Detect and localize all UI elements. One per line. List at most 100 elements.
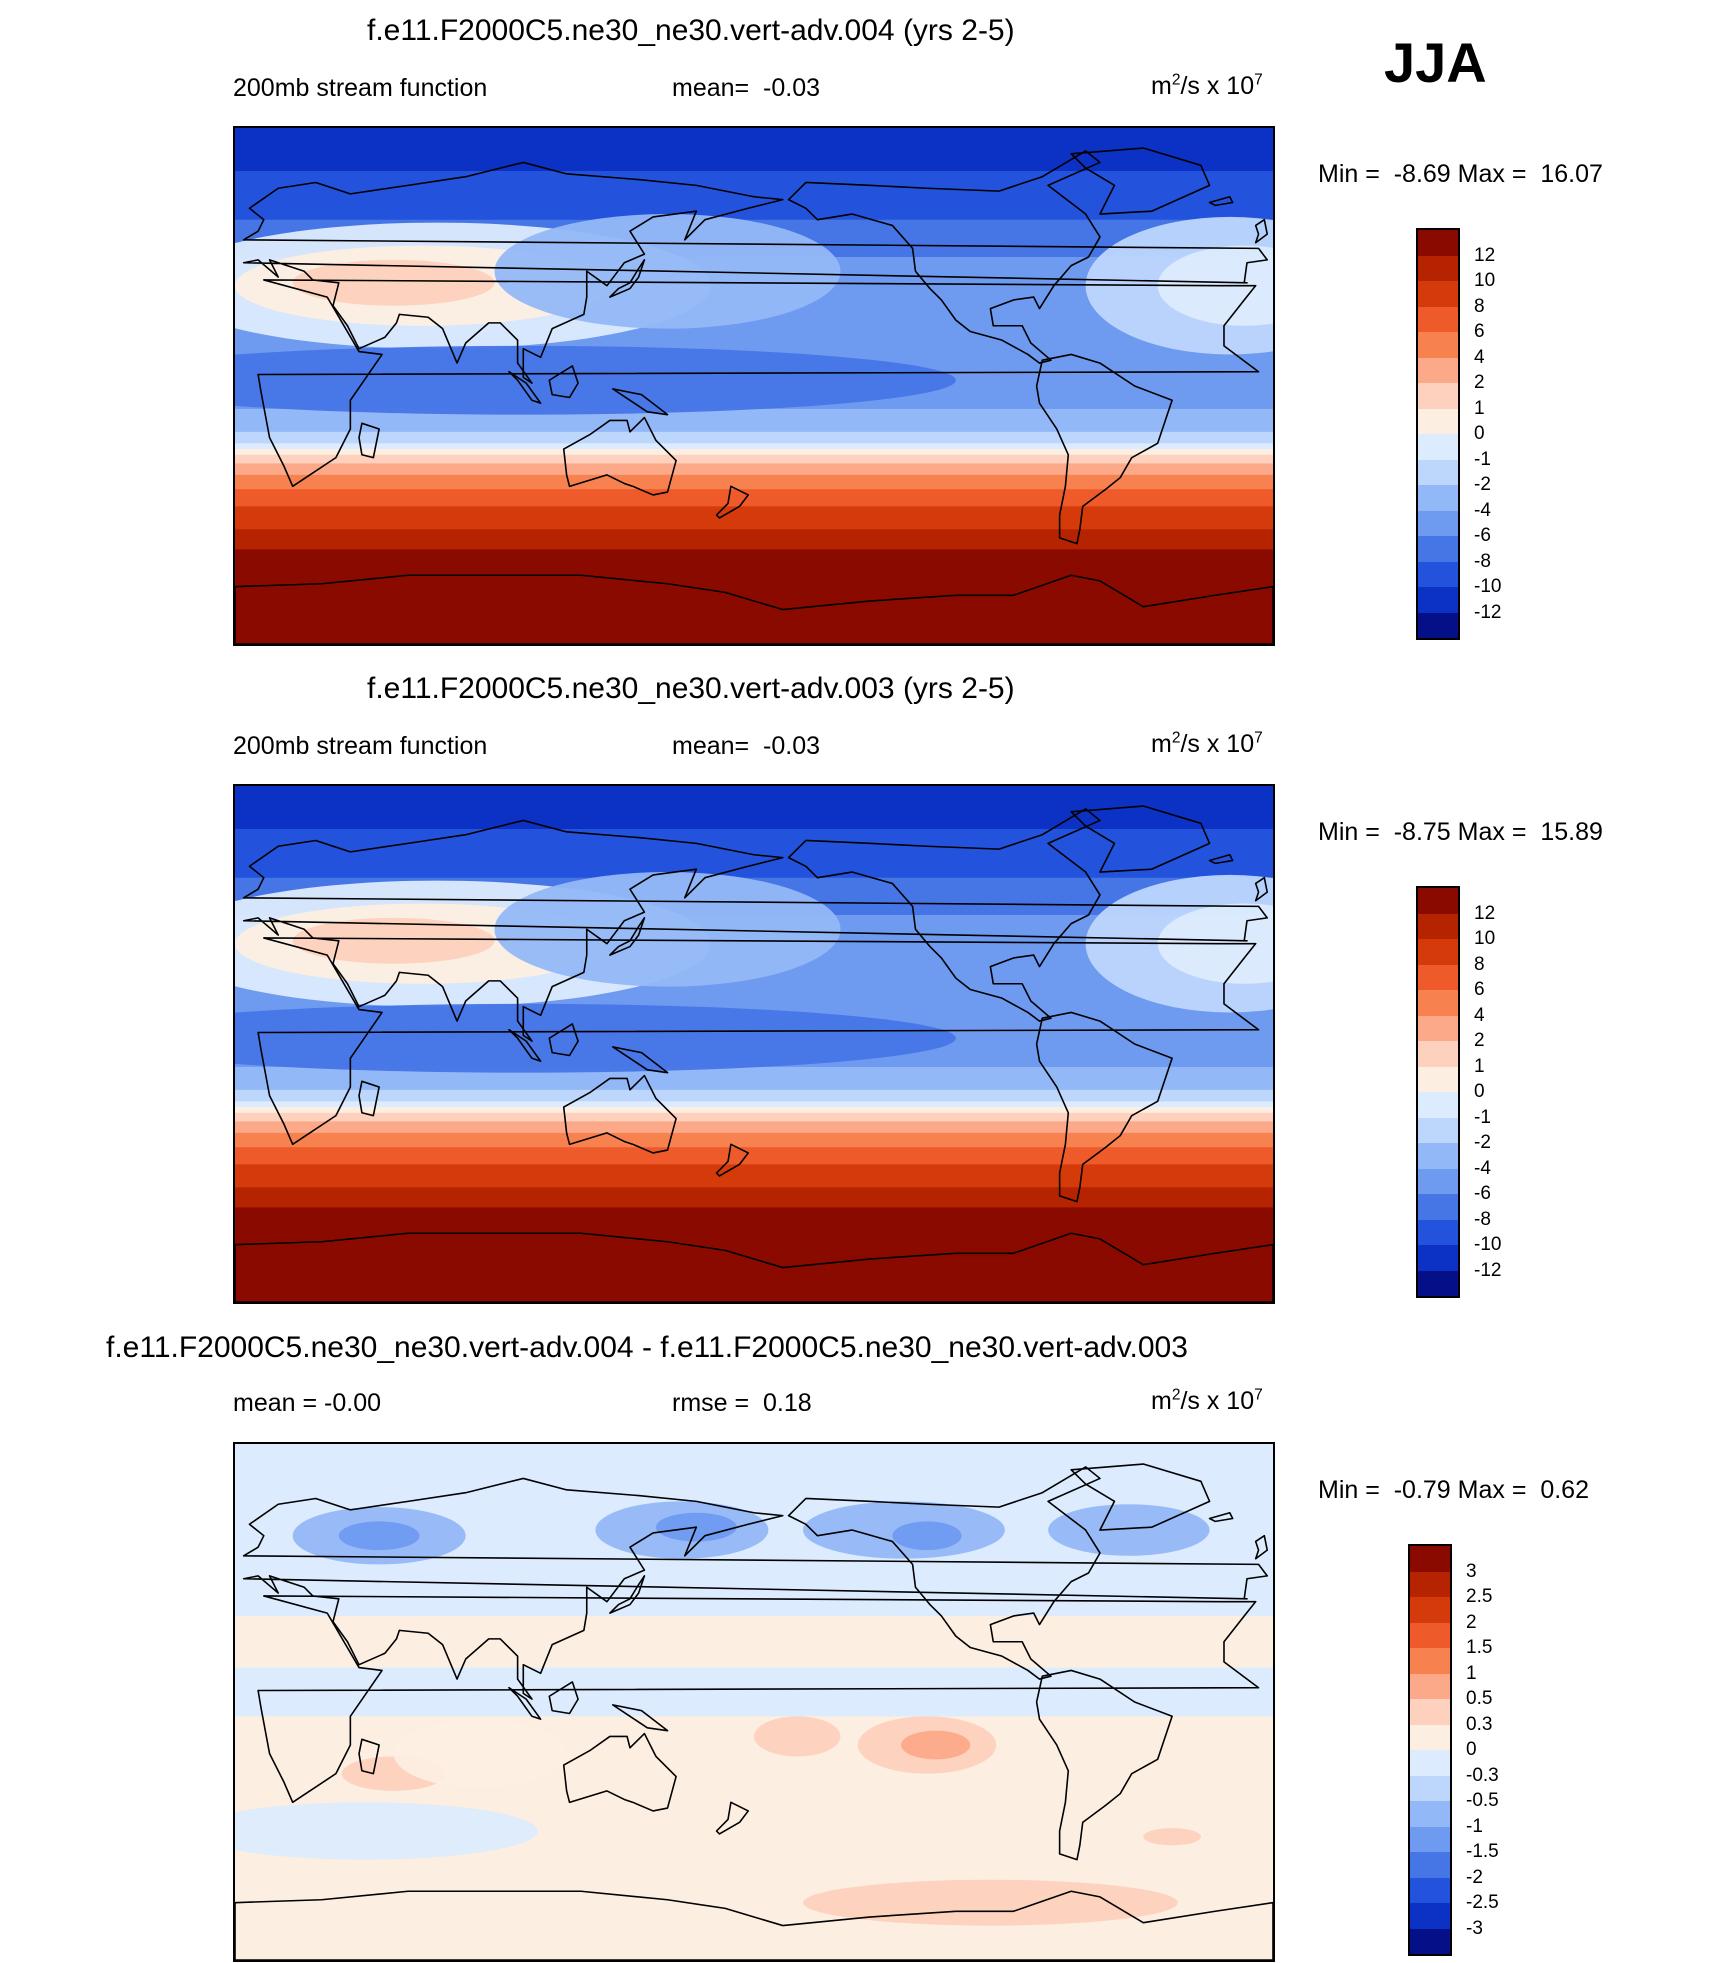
colorbar-tick-label: 10 (1474, 928, 1496, 949)
colorbar-segment (1418, 1066, 1458, 1092)
contour-band (235, 463, 1273, 476)
panel-title: f.e11.F2000C5.ne30_ne30.vert-adv.003 (yr… (367, 672, 1015, 705)
colorbar-tick-label: 2 (1474, 1030, 1485, 1051)
panel-left-label: 200mb stream function (233, 732, 488, 760)
colorbar (1416, 886, 1460, 1298)
colorbar-tick-label: -4 (1474, 499, 1491, 521)
contour-feature (393, 1719, 567, 1788)
coastline (715, 1143, 750, 1177)
coastline (1254, 1534, 1269, 1560)
contour-band (235, 786, 1273, 830)
colorbar-tick-label: -1 (1474, 1106, 1491, 1128)
colorbar-tick-label: 2 (1474, 372, 1485, 393)
contour-band (235, 1716, 1273, 1732)
contour-feature (292, 917, 495, 964)
colorbar-segment (1418, 612, 1458, 638)
colorbar-tick-label: 0.3 (1466, 1713, 1493, 1735)
contour-band (235, 1132, 1273, 1149)
colorbar-tick-label: 1 (1466, 1662, 1477, 1684)
map-svg (235, 1444, 1273, 1960)
contour-band (235, 474, 1273, 491)
contour-band (235, 1667, 1273, 1718)
coastline (1254, 876, 1269, 902)
colorbar-tick-label: -1.5 (1466, 1841, 1499, 1862)
panel-left-label: mean = -0.00 (233, 1389, 382, 1417)
colorbar-tick-label: -10 (1474, 1234, 1502, 1255)
coastline (609, 259, 646, 298)
contour-band (235, 506, 1273, 531)
colorbar-tick-label: -6 (1474, 1183, 1491, 1204)
colorbar-tick-label: 0 (1466, 1739, 1477, 1760)
colorbar-segment (1418, 990, 1458, 1016)
colorbar-tick-label: 0 (1474, 1081, 1485, 1102)
colorbar-segment (1418, 1168, 1458, 1194)
coastline (787, 1466, 1101, 1680)
panel-center-stat: rmse = 0.18 (672, 1389, 812, 1418)
contour-feature (338, 1521, 420, 1551)
colorbar-segment (1418, 1041, 1458, 1067)
colorbar-segment (1410, 1699, 1450, 1725)
colorbar-segment (1410, 1750, 1450, 1776)
colorbar-tick-label: -3 (1466, 1917, 1483, 1939)
coastline (548, 1023, 579, 1057)
coastline (242, 1477, 1269, 1700)
colorbar-segment (1418, 1143, 1458, 1169)
contour-map (233, 126, 1275, 646)
colorbar-tick-label: -1 (1474, 448, 1491, 470)
coastline (257, 1595, 1260, 1804)
colorbar-segment (1418, 306, 1458, 332)
colorbar-tick-label: -6 (1474, 525, 1491, 546)
colorbar-segment (1418, 536, 1458, 562)
stat-value: 0.18 (749, 1389, 812, 1417)
stat-label: mean= (672, 732, 750, 760)
panel-units: m2/s x 107 (1151, 1386, 1263, 1415)
contour-band (235, 529, 1273, 551)
colorbar-tick-label: 0.5 (1466, 1688, 1493, 1709)
colorbar-tick-label: -4 (1474, 1157, 1491, 1179)
coastline (242, 819, 1269, 1042)
colorbar-segment (1418, 913, 1458, 939)
colorbar-tick-label: 8 (1474, 953, 1485, 975)
coastline (508, 370, 542, 404)
coastline (235, 574, 1273, 644)
coastline (257, 279, 1260, 488)
contour-feature (1048, 1504, 1210, 1556)
panel-left-label: 200mb stream function (233, 74, 488, 102)
coastline (611, 1704, 669, 1732)
coastline (715, 1801, 750, 1835)
contour-feature (892, 1521, 962, 1551)
colorbar-segment (1410, 1597, 1450, 1623)
colorbar-segment (1418, 459, 1458, 485)
colorbar-segment (1418, 281, 1458, 307)
season-label: JJA (1384, 31, 1487, 94)
colorbar-tick-label: -0.3 (1466, 1764, 1499, 1786)
colorbar-tick-label: 12 (1474, 902, 1496, 924)
colorbar-segment (1418, 1117, 1458, 1143)
colorbar-segment (1418, 1015, 1458, 1041)
coastline (508, 1686, 542, 1720)
panel-center-stat: mean= -0.03 (672, 74, 820, 103)
stat-label: rmse = (672, 1389, 750, 1417)
colorbar-tick-label: -1 (1466, 1815, 1483, 1837)
contour-band (235, 408, 1273, 433)
stat-value: -0.03 (749, 74, 821, 102)
colorbar-segment (1418, 1194, 1458, 1220)
coastline (242, 161, 1269, 384)
coastline (1035, 1011, 1173, 1203)
contour-feature (292, 259, 495, 306)
colorbar-tick-label: 6 (1474, 979, 1485, 1000)
panel-units: m2/s x 107 (1151, 729, 1263, 758)
colorbar-tick-label: -12 (1474, 1259, 1502, 1281)
colorbar-segment (1418, 1219, 1458, 1245)
contour-band (235, 443, 1273, 451)
stat-label: mean= (672, 74, 750, 102)
colorbar-segment (1410, 1826, 1450, 1852)
panel-min-max: Min = -8.69 Max = 16.07 (1318, 160, 1603, 188)
coastline (1070, 805, 1211, 873)
panel-min-max: Min = -0.79 Max = 0.62 (1318, 1476, 1589, 1504)
panel-min-max: Min = -8.75 Max = 15.89 (1318, 818, 1603, 846)
coastline (358, 1080, 380, 1117)
coastline (1254, 218, 1269, 244)
colorbar-segment (1418, 964, 1458, 990)
coastline (1035, 353, 1173, 545)
